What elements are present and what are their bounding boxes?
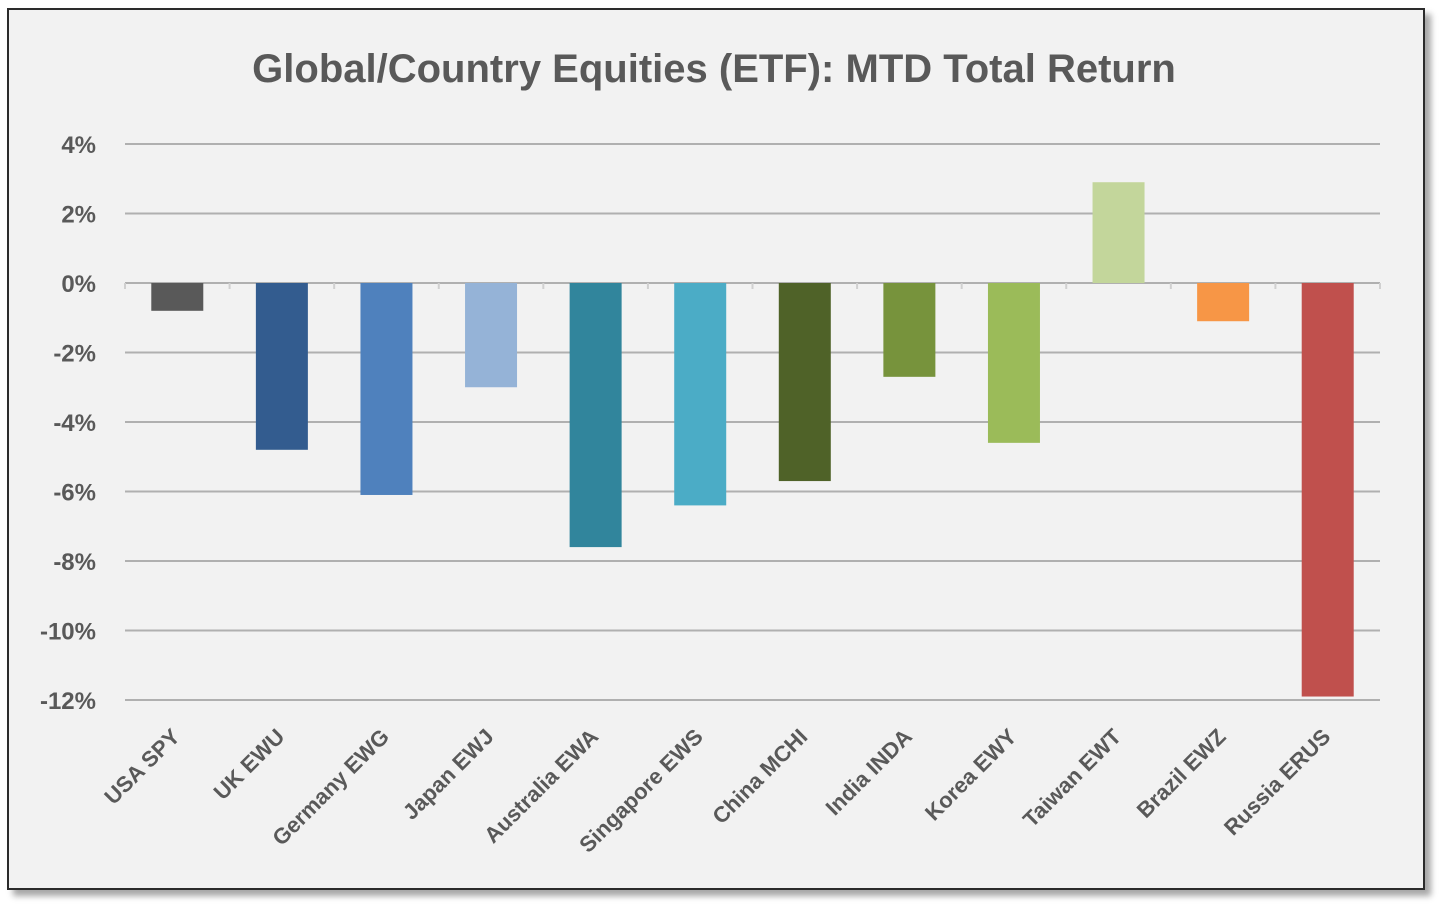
y-tick-label: -8% [53, 549, 96, 576]
y-tick-label: 2% [61, 202, 96, 229]
bar [1301, 283, 1354, 697]
x-tick-label: Russia ERUS [1219, 724, 1335, 840]
x-tick-label: Brazil EWZ [1132, 724, 1231, 823]
y-tick-label: 4% [61, 132, 96, 159]
bar [569, 283, 622, 548]
y-tick-label: -6% [53, 480, 96, 507]
y-tick-label: -12% [40, 688, 96, 715]
x-tick-label: UK EWU [209, 724, 290, 805]
y-tick-label: -10% [40, 619, 96, 646]
y-tick-label: -4% [53, 410, 96, 437]
bar [1197, 283, 1250, 322]
x-tick-label: China MCHI [707, 724, 812, 829]
x-tick-label: Korea EWY [920, 724, 1022, 826]
y-tick-label: 0% [61, 271, 96, 298]
bar [465, 283, 518, 388]
bar [987, 283, 1040, 443]
x-tick-label: Taiwan EWT [1018, 723, 1127, 832]
chart-title: Global/Country Equities (ETF): MTD Total… [252, 47, 1176, 91]
bar [883, 283, 936, 377]
bar [778, 283, 831, 482]
x-tick-label: Japan EWJ [398, 724, 499, 825]
x-tick-label: USA SPY [99, 724, 185, 810]
bars [151, 182, 1354, 697]
y-tick-label: -2% [53, 341, 96, 368]
bar [1092, 182, 1145, 283]
bar [674, 283, 727, 506]
gridlines [124, 143, 1381, 701]
bar [151, 283, 204, 311]
y-axis-ticks: 4% 2% 0% -2% -4% -6% -8% -10% -12% [40, 132, 96, 715]
bar [255, 283, 308, 450]
bar [360, 283, 413, 495]
x-tick-label: India INDA [821, 724, 917, 820]
